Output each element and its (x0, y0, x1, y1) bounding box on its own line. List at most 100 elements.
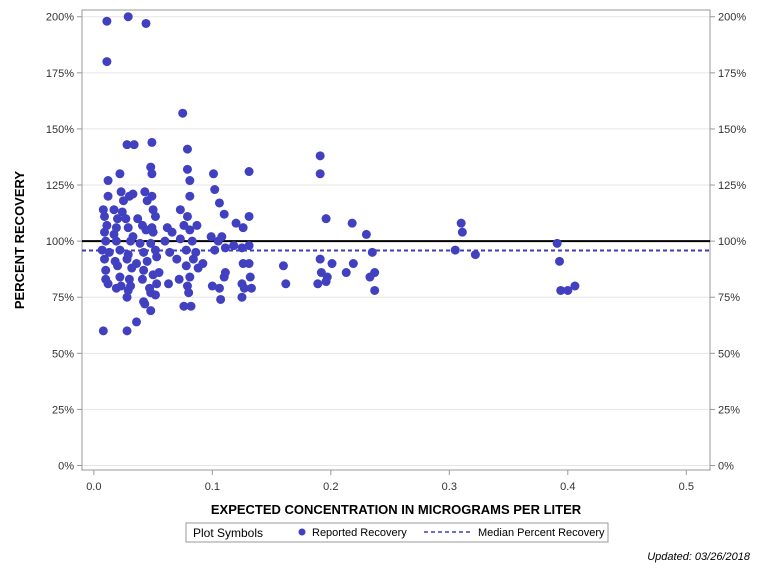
legend-title: Plot Symbols (193, 526, 263, 540)
y-tick-label-right: 200% (718, 12, 746, 24)
data-point (178, 108, 188, 118)
data-point (457, 227, 467, 237)
data-point (115, 245, 125, 255)
data-point (219, 272, 229, 282)
y-tick-label-right: 50% (718, 348, 740, 360)
data-point (142, 256, 152, 266)
data-point (147, 169, 157, 179)
data-point (141, 18, 151, 28)
data-point (563, 285, 573, 295)
data-point (126, 236, 136, 246)
data-point (188, 254, 198, 264)
data-point (100, 227, 110, 237)
data-point (244, 241, 254, 251)
data-point (172, 254, 182, 264)
y-tick-label-left: 0% (58, 461, 74, 473)
data-point (122, 292, 132, 302)
data-point (207, 281, 217, 291)
data-point (245, 272, 255, 282)
y-tick-label-right: 100% (718, 236, 746, 248)
y-tick-label-right: 175% (718, 68, 746, 80)
data-point (103, 191, 113, 201)
data-point (246, 283, 256, 293)
data-point (186, 301, 196, 311)
data-point (98, 205, 108, 215)
legend-label-median-recovery: Median Percent Recovery (478, 527, 605, 539)
x-tick-label: 0.0 (86, 481, 101, 493)
y-tick-label-right: 25% (718, 404, 740, 416)
data-point (139, 265, 149, 275)
data-point (132, 317, 142, 327)
data-point (206, 232, 216, 242)
data-point (141, 225, 151, 235)
data-point (98, 326, 108, 336)
data-point (313, 279, 323, 289)
data-point (122, 326, 132, 336)
data-point (278, 261, 288, 271)
x-tick-label: 0.3 (442, 481, 457, 493)
data-point (117, 207, 127, 217)
y-tick-label-left: 100% (46, 236, 74, 248)
data-point (315, 151, 325, 161)
y-tick-label-left: 175% (46, 68, 74, 80)
data-point (237, 292, 247, 302)
reference-lines (82, 240, 710, 252)
y-tick-label-left: 200% (46, 12, 74, 24)
data-point (185, 272, 195, 282)
data-point (102, 57, 112, 67)
data-point (214, 198, 224, 208)
data-point (167, 227, 177, 237)
x-tick-label: 0.4 (560, 481, 575, 493)
updated-footnote: Updated: 03/26/2018 (647, 551, 751, 563)
data-point (128, 189, 138, 199)
data-point (101, 265, 111, 275)
data-point (185, 225, 195, 235)
data-point (347, 218, 357, 228)
data-point (237, 243, 247, 253)
data-point (229, 241, 239, 251)
tick-labels: 0% 0% 25% 25% 50% 50% 75% 75% 100% 100% 125% 125% 15… (46, 12, 746, 493)
data-point (182, 144, 192, 154)
data-point (281, 279, 291, 289)
legend-label-reported-recovery: Reported Recovery (312, 527, 407, 539)
data-point (101, 236, 111, 246)
legend: Plot Symbols Reported Recovery Median Pe… (185, 522, 609, 543)
data-point (152, 279, 162, 289)
data-point (133, 214, 143, 224)
data-point (220, 243, 230, 253)
data-point (184, 288, 194, 298)
data-point (182, 164, 192, 174)
data-point (244, 167, 254, 177)
data-point (315, 254, 325, 264)
data-point (137, 274, 147, 284)
data-point (175, 234, 185, 244)
data-point (100, 254, 110, 264)
data-point (103, 176, 113, 186)
data-point (148, 227, 158, 237)
data-point (370, 285, 380, 295)
data-point (113, 214, 123, 224)
data-point (192, 220, 202, 230)
data-point (365, 272, 375, 282)
y-tick-label-right: 150% (718, 124, 746, 136)
data-point (175, 205, 185, 215)
data-point (341, 268, 351, 278)
data-point (102, 16, 112, 26)
data-point (552, 238, 562, 248)
data-point (327, 259, 337, 269)
data-point (147, 191, 157, 201)
data-point (122, 140, 132, 150)
data-point (321, 214, 331, 224)
data-point (146, 238, 156, 248)
data-point (103, 279, 113, 289)
data-point (193, 263, 203, 273)
data-point (140, 299, 150, 309)
data-point (148, 270, 158, 280)
data-point (210, 185, 220, 195)
data-point (123, 223, 133, 233)
data-point (152, 252, 162, 262)
data-point (556, 285, 566, 295)
x-tick-label: 0.5 (679, 481, 694, 493)
data-point (210, 245, 220, 255)
data-point (150, 290, 160, 300)
